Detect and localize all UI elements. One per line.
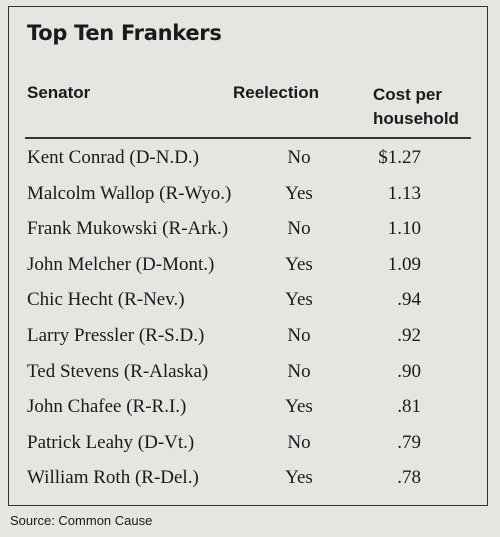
cost-per-household: .92: [397, 325, 421, 346]
reelection: Yes: [285, 467, 313, 489]
cost-per-household: .81: [397, 396, 421, 418]
cost-per-household: .90: [397, 360, 421, 382]
source-note: Source: Common Cause: [10, 513, 153, 528]
column-header: Senator: [27, 83, 91, 102]
senator-name: Frank Mukowski (R-Ark.): [27, 218, 229, 240]
senator-name: John Chafee (R-R.I.): [27, 396, 187, 418]
senator-name: Larry Pressler (R-S.D.): [27, 325, 205, 346]
reelection: No: [287, 218, 311, 240]
senator-name: Patrick Leahy (D-Vt.): [27, 431, 195, 453]
senator-name: William Roth (R-Del.): [27, 467, 199, 489]
reelection: No: [287, 360, 311, 382]
cost-per-household: $1.27: [378, 147, 421, 168]
cost-per-household: .78: [397, 467, 421, 489]
reelection: Yes: [285, 396, 313, 418]
reelection: No: [287, 325, 311, 346]
senator-name: Kent Conrad (D-N.D.): [27, 147, 200, 168]
senator-name: Chic Hecht (R-Nev.): [27, 289, 185, 311]
cost-per-household: 1.13: [387, 182, 421, 204]
senator-name: John Melcher (D-Mont.): [27, 253, 215, 275]
title: Top Ten Frankers: [27, 21, 222, 45]
header-rule: [25, 137, 471, 139]
table-frame: Top Ten Frankers Senator Reelection Cost…: [8, 6, 488, 506]
senator-name: Malcolm Wallop (R-Wyo.): [27, 182, 232, 204]
reelection: Yes: [285, 289, 313, 311]
reelection: No: [287, 147, 311, 168]
reelection: No: [287, 431, 311, 453]
column-header: Reelection: [233, 83, 319, 102]
cost-per-household: .94: [397, 289, 421, 311]
senator-name: Ted Stevens (R-Alaska): [27, 360, 209, 382]
cost-per-household: 1.09: [387, 253, 421, 275]
cost-per-household: .79: [397, 431, 421, 453]
reelection: Yes: [285, 182, 313, 204]
column-header: Cost per household: [373, 85, 459, 128]
cost-per-household: 1.10: [387, 218, 421, 240]
reelection: Yes: [285, 253, 313, 275]
